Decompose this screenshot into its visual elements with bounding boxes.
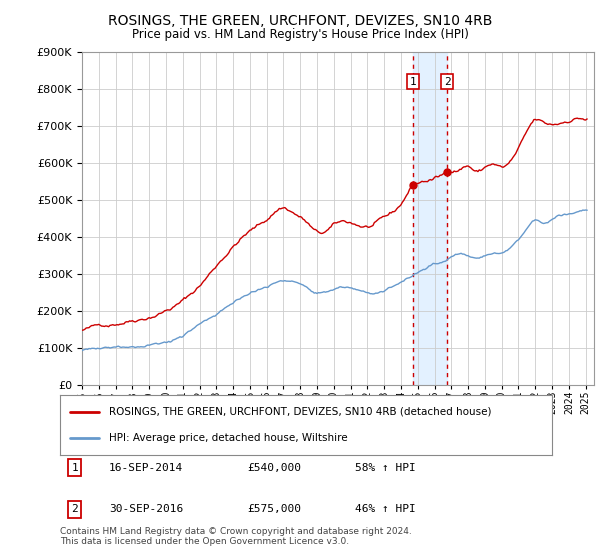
- Text: 16-SEP-2014: 16-SEP-2014: [109, 463, 184, 473]
- Text: ROSINGS, THE GREEN, URCHFONT, DEVIZES, SN10 4RB (detached house): ROSINGS, THE GREEN, URCHFONT, DEVIZES, S…: [109, 407, 492, 417]
- Text: 2: 2: [444, 77, 451, 87]
- Text: ROSINGS, THE GREEN, URCHFONT, DEVIZES, SN10 4RB: ROSINGS, THE GREEN, URCHFONT, DEVIZES, S…: [108, 14, 492, 28]
- Text: Contains HM Land Registry data © Crown copyright and database right 2024.
This d: Contains HM Land Registry data © Crown c…: [60, 526, 412, 546]
- Bar: [413, 52, 447, 385]
- Text: Price paid vs. HM Land Registry's House Price Index (HPI): Price paid vs. HM Land Registry's House …: [131, 28, 469, 41]
- Text: HPI: Average price, detached house, Wiltshire: HPI: Average price, detached house, Wilt…: [109, 433, 348, 443]
- Text: 1: 1: [71, 463, 78, 473]
- Text: £575,000: £575,000: [247, 504, 301, 514]
- Text: 2: 2: [71, 504, 78, 514]
- Text: 58% ↑ HPI: 58% ↑ HPI: [355, 463, 416, 473]
- Text: £540,000: £540,000: [247, 463, 301, 473]
- Text: 1: 1: [409, 77, 416, 87]
- Text: 46% ↑ HPI: 46% ↑ HPI: [355, 504, 416, 514]
- Text: 30-SEP-2016: 30-SEP-2016: [109, 504, 184, 514]
